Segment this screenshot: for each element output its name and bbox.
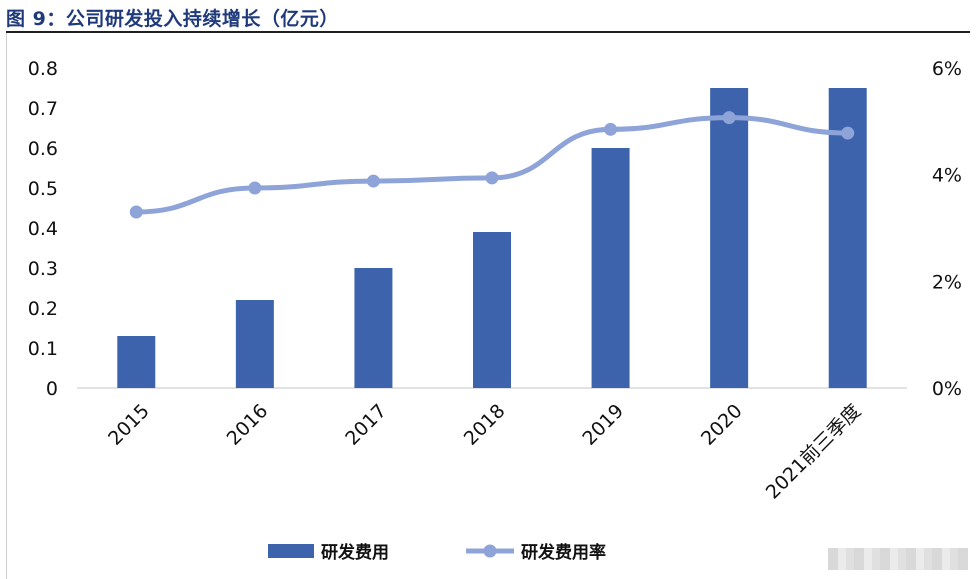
left-axis-ticks: 0 0.1 0.2 0.3 0.4 0.5 0.6 0.7 0.8 bbox=[28, 58, 58, 400]
line-point bbox=[841, 126, 855, 140]
category-label: 2020 bbox=[697, 400, 747, 450]
legend-label-line: 研发费用率 bbox=[521, 542, 606, 563]
category-label: 2015 bbox=[104, 400, 154, 450]
right-tick-label: 4% bbox=[932, 165, 962, 187]
left-tick-label: 0.6 bbox=[28, 138, 58, 160]
bar bbox=[591, 148, 630, 388]
line-series bbox=[129, 111, 855, 219]
left-tick-label: 0 bbox=[46, 378, 58, 400]
left-tick-label: 0.5 bbox=[28, 178, 58, 200]
bar bbox=[354, 268, 393, 388]
left-border bbox=[6, 33, 7, 579]
left-tick-label: 0.3 bbox=[28, 258, 58, 280]
category-label: 2016 bbox=[223, 400, 273, 450]
left-tick-label: 0.1 bbox=[28, 338, 58, 360]
category-label: 2018 bbox=[460, 400, 510, 450]
title-divider bbox=[6, 31, 970, 33]
legend-line-marker bbox=[483, 544, 497, 558]
right-axis-ticks: 0% 2% 4% 6% bbox=[932, 58, 962, 400]
left-tick-label: 0.7 bbox=[28, 98, 58, 120]
figure-title: 图 9：公司研发投入持续增长（亿元） bbox=[6, 8, 339, 30]
line-point bbox=[248, 181, 262, 195]
bar bbox=[473, 232, 511, 388]
line-point bbox=[604, 122, 618, 136]
bar-series bbox=[117, 88, 867, 388]
category-label: 2017 bbox=[341, 400, 391, 450]
line-point bbox=[129, 205, 143, 219]
right-tick-label: 2% bbox=[932, 271, 962, 293]
category-label: 2021前三季度 bbox=[762, 400, 865, 503]
bar bbox=[235, 300, 274, 388]
bar bbox=[710, 88, 749, 388]
legend-bar-swatch bbox=[268, 544, 314, 558]
bar bbox=[117, 336, 156, 388]
category-labels: 2015 2016 2017 2018 2019 2020 2021前三季度 bbox=[104, 400, 865, 503]
category-label: 2019 bbox=[578, 400, 628, 450]
left-tick-label: 0.8 bbox=[28, 58, 58, 80]
watermark-logo bbox=[828, 548, 968, 570]
line-point bbox=[722, 111, 736, 125]
left-tick-label: 0.4 bbox=[28, 218, 58, 240]
left-tick-label: 0.2 bbox=[28, 298, 58, 320]
right-tick-label: 0% bbox=[932, 378, 962, 400]
right-tick-label: 6% bbox=[932, 58, 962, 80]
legend-label-bar: 研发费用 bbox=[321, 542, 389, 563]
legend: 研发费用 研发费用率 bbox=[268, 542, 606, 563]
line-point bbox=[366, 174, 380, 188]
line-point bbox=[485, 171, 499, 185]
